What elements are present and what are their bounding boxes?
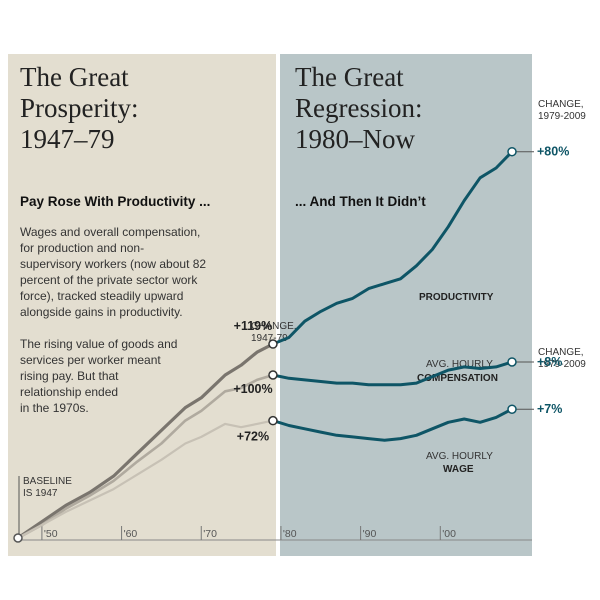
- right-change-label-mid-2: 1979-2009: [538, 359, 586, 370]
- x-tick-label: '70: [203, 528, 217, 540]
- paragraph-1-line: force), tracked steadily upward: [20, 289, 183, 303]
- left-paragraph-1: Wages and overall compensation, for prod…: [20, 225, 206, 319]
- paragraph-1-line: Wages and overall compensation,: [20, 225, 200, 239]
- x-tick-label: '80: [283, 528, 297, 540]
- right-change-label-top-1: CHANGE,: [538, 99, 584, 110]
- paragraph-1-line: alongside gains in productivity.: [20, 305, 183, 319]
- right-change-label-mid-1: CHANGE,: [538, 347, 584, 358]
- paragraph-1-line: for production and non-: [20, 241, 144, 255]
- wage-1979-point: [268, 415, 278, 426]
- left-change-label-line-1: CHANGE,: [251, 321, 297, 332]
- compensation-line-1947-79: [16, 373, 275, 540]
- right-panel-background: [280, 54, 532, 556]
- wage-end-point: [507, 404, 517, 414]
- right-title-line-2: Regression:: [295, 93, 423, 123]
- productivity-label: PRODUCTIVITY: [419, 292, 494, 303]
- chart-marks: '50 '60 '70 '80 '90 '00 +119% +100% +72% +80% +8% +…: [13, 145, 569, 543]
- baseline-label-line-1: BASELINE: [23, 476, 72, 487]
- right-subtitle: ... And Then It Didn’t: [295, 194, 426, 209]
- productivity-line-1947-79: [16, 342, 275, 540]
- compensation-label-line-1: AVG. HOURLY: [426, 359, 493, 370]
- paragraph-2-line: rising pay. But that: [20, 369, 119, 383]
- paragraph-2-line: in the 1970s.: [20, 401, 89, 415]
- compensation-1979-point: [268, 370, 278, 380]
- baseline-point: [13, 533, 23, 543]
- compensation-line-1979-2009: [271, 360, 514, 387]
- productivity-1979-point: [268, 339, 278, 349]
- productivity-change-1947-79: +119%: [234, 319, 273, 333]
- paragraph-2-line: services per worker meant: [20, 353, 161, 367]
- baseline-label-line-2: IS 1947: [23, 488, 58, 499]
- productivity-line-1979-2009: [271, 150, 514, 346]
- compensation-change-1979-2009: +8%: [537, 355, 562, 369]
- left-title-line-2: Prosperity:: [20, 93, 139, 123]
- left-title-line-3: 1947–79: [20, 124, 115, 154]
- left-subtitle: Pay Rose With Productivity ...: [20, 194, 210, 209]
- wage-change-1979-2009: +7%: [537, 402, 562, 416]
- right-title-line-3: 1980–Now: [295, 124, 415, 154]
- x-tick-label: '60: [124, 528, 138, 540]
- paragraph-2-line: The rising value of goods and: [20, 337, 177, 351]
- x-tick-label: '00: [442, 528, 456, 540]
- productivity-end-point: [507, 146, 517, 157]
- wage-line-1979-2009: [271, 407, 514, 442]
- wage-label-line-2: WAGE: [443, 464, 474, 475]
- compensation-change-1947-79: +100%: [233, 382, 272, 396]
- productivity-change-1979-2009: +80%: [537, 145, 569, 159]
- wage-line-1947-79: [16, 419, 275, 540]
- right-title-line-1: The Great: [295, 62, 404, 92]
- paragraph-1-line: percent of the private sector work: [20, 273, 198, 287]
- left-paragraph-2: The rising value of goods and services p…: [20, 337, 177, 415]
- paragraph-1-line: supervisory workers (now about 82: [20, 257, 206, 271]
- x-tick-label: '50: [44, 528, 58, 540]
- wage-label-line-1: AVG. HOURLY: [426, 451, 493, 462]
- compensation-label-line-2: COMPENSATION: [417, 373, 498, 384]
- left-change-label-line-2: 1947-79: [251, 333, 288, 344]
- paragraph-2-line: relationship ended: [20, 385, 118, 399]
- x-tick-label: '90: [363, 528, 377, 540]
- left-title-line-1: The Great: [20, 62, 129, 92]
- right-change-label-top-2: 1979-2009: [538, 111, 586, 122]
- compensation-end-point: [507, 357, 517, 367]
- wage-change-1947-79: +72%: [237, 430, 269, 444]
